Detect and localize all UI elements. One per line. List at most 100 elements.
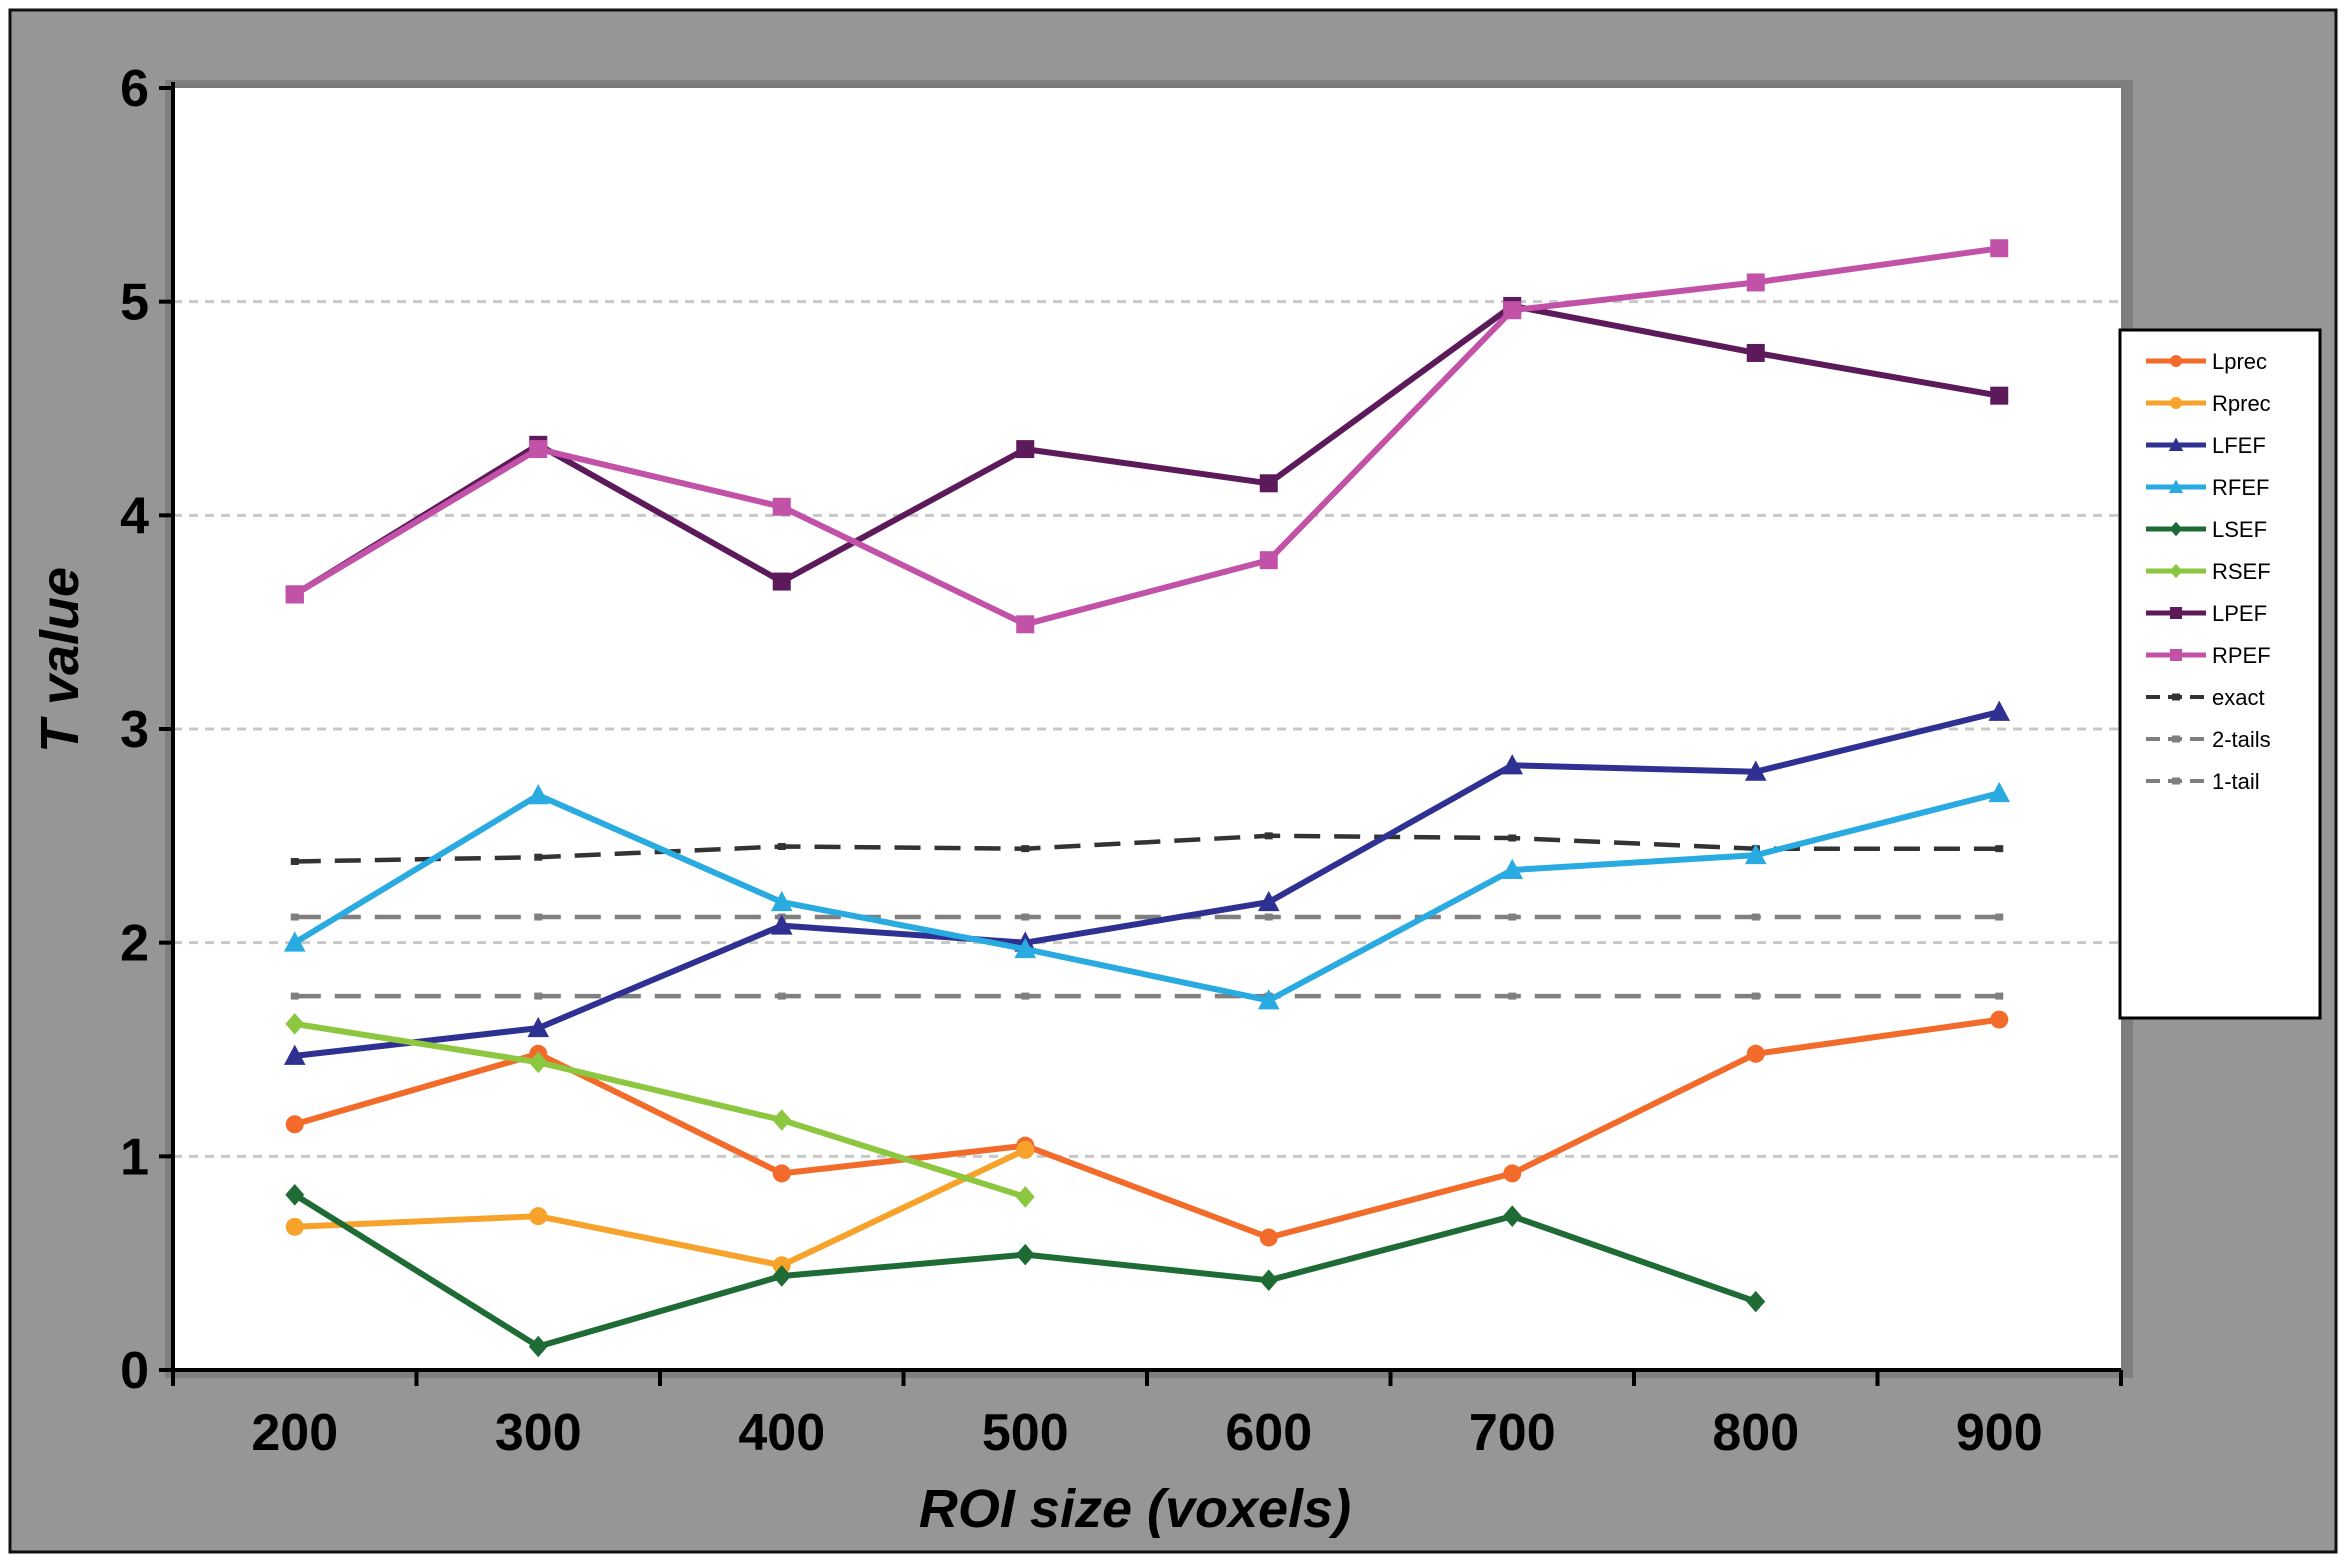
data-point-RPEF [772, 497, 791, 516]
legend-swatch-marker [2169, 563, 2183, 579]
data-point-Rprec [1016, 1140, 1035, 1159]
data-point-RFEF [283, 931, 306, 952]
data-point-RFEF [1257, 989, 1280, 1010]
data-point-LFEF [1744, 760, 1767, 781]
y-axis-title: T value [30, 567, 90, 753]
legend-entry-2-tails: 2-tails [2146, 727, 2271, 752]
data-point-LSEF [1502, 1205, 1522, 1227]
data-point-RPEF [1990, 239, 2009, 258]
legend-swatch-marker [2170, 607, 2182, 619]
legend-entry-RSEF: RSEF [2146, 559, 2271, 584]
data-point-RFEF [1501, 858, 1524, 880]
x-tick-label: 800 [1712, 1404, 1799, 1462]
legend-entry-RFEF: RFEF [2146, 475, 2269, 500]
legend-entry-Lprec: Lprec [2146, 349, 2267, 374]
series-LSEF [285, 1183, 1766, 1358]
legend-label: Rprec [2212, 391, 2271, 416]
data-point-LSEF [1259, 1269, 1279, 1292]
data-point-LPEF [772, 572, 791, 591]
legend-swatch-marker [2170, 355, 2182, 367]
data-point-Lprec [1746, 1044, 1765, 1063]
data-point-Rprec [529, 1207, 548, 1226]
data-point-RSEF [772, 1109, 792, 1131]
series-line-RFEF [293, 790, 2001, 1004]
legend-swatch-marker [2170, 397, 2182, 409]
data-point-RPEF [1746, 273, 1765, 292]
data-point-1-tail [534, 992, 543, 1000]
legend-entry-LPEF: LPEF [2146, 601, 2267, 626]
data-point-1-tail [1508, 992, 1517, 1000]
data-point-RFEF [770, 890, 793, 912]
legend-entry-LFEF: LFEF [2146, 433, 2266, 458]
series-RPEF [285, 239, 2009, 634]
data-point-LPEF [1259, 474, 1278, 493]
legend-label: 1-tail [2212, 769, 2260, 794]
data-point-RFEF [1988, 781, 2011, 803]
data-point-2-tails [534, 913, 543, 921]
x-tick-label: 500 [982, 1404, 1069, 1462]
data-point-RPEF [529, 440, 548, 459]
data-point-Lprec [285, 1115, 304, 1134]
data-point-1-tail [290, 992, 299, 1000]
legend-label: RSEF [2212, 559, 2271, 584]
y-tick-label: 0 [120, 1342, 149, 1400]
grid-lines [173, 300, 2121, 1158]
legend-swatch-marker [2172, 777, 2180, 785]
data-point-Lprec [772, 1164, 791, 1183]
data-point-exact [290, 857, 299, 865]
y-tick-label: 2 [120, 915, 149, 973]
legend-entry-LSEF: LSEF [2146, 517, 2267, 542]
y-tick-label: 5 [120, 274, 149, 332]
data-point-RPEF [1259, 551, 1278, 570]
data-point-exact [1995, 845, 2004, 853]
data-point-LSEF [1746, 1290, 1766, 1313]
data-point-1-tail [1995, 992, 2004, 1000]
series-RFEF [283, 781, 2011, 1010]
data-point-LFEF [1257, 890, 1280, 912]
legend-label: Lprec [2212, 349, 2267, 374]
legend-entry-RPEF: RPEF [2146, 643, 2271, 668]
x-tick-label: 700 [1469, 1404, 1556, 1462]
legend-swatch-marker [2172, 735, 2180, 743]
series-line-RPEF [293, 245, 2000, 628]
data-point-LFEF [770, 914, 793, 935]
data-point-1-tail [1751, 992, 1760, 1000]
data-point-2-tails [290, 913, 299, 921]
legend: Lprec Rprec LFEF RFEF LSEF RSEF LPEF RPEF exact 2… [2118, 328, 2322, 1020]
data-point-RFEF [527, 783, 550, 805]
legend-label: 2-tails [2212, 727, 2271, 752]
axes: 0 1 2 3 4 5 6 200 300 400 500 600 700 800 900 [120, 60, 2123, 1462]
data-point-Lprec [1503, 1164, 1522, 1183]
series-layer [283, 239, 2011, 1358]
legend-swatch-marker [2168, 479, 2184, 493]
x-axis-title: ROI size (voxels) [919, 1479, 1351, 1539]
data-point-Rprec [285, 1217, 304, 1236]
data-point-LSEF [528, 1335, 548, 1358]
series-line-LPEF [293, 302, 2000, 597]
legend-swatch-marker [2172, 693, 2180, 701]
x-tick-label: 600 [1225, 1404, 1312, 1462]
data-point-LPEF [1016, 440, 1035, 459]
data-point-2-tails [1264, 913, 1273, 921]
x-tick-label: 400 [738, 1404, 825, 1462]
y-tick-label: 3 [120, 701, 149, 759]
data-point-exact [1508, 834, 1517, 842]
legend-entry-Rprec: Rprec [2146, 391, 2271, 416]
data-point-RSEF [528, 1051, 548, 1074]
series-line-Rprec [294, 1147, 1027, 1269]
data-point-RSEF [285, 1013, 305, 1035]
data-point-LSEF [285, 1183, 305, 1206]
legend-swatch-marker [2169, 521, 2183, 537]
y-tick-label: 1 [120, 1128, 149, 1186]
legend-label: LPEF [2212, 601, 2267, 626]
data-point-exact [1264, 832, 1273, 840]
series-line-RSEF [294, 1020, 1027, 1200]
data-point-RPEF [1503, 301, 1522, 320]
data-point-LPEF [1990, 386, 2009, 405]
legend-entry-exact: exact [2146, 685, 2265, 710]
series-Rprec [285, 1140, 1035, 1275]
legend-label: LSEF [2212, 517, 2267, 542]
data-point-Lprec [1259, 1228, 1278, 1247]
data-point-LFEF [527, 1016, 550, 1038]
